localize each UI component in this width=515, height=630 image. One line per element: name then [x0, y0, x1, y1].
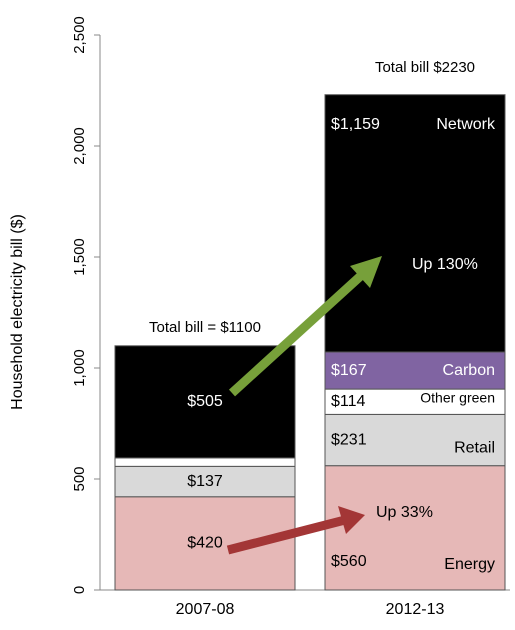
bar-segment [324, 94, 506, 353]
value-label: $1,159 [331, 116, 380, 133]
y-tick-label: 500 [71, 466, 88, 491]
value-label: $114 [331, 393, 366, 410]
y-tick-label: 1,500 [71, 238, 88, 276]
value-label: $137 [187, 473, 223, 490]
bar-segment [324, 465, 506, 591]
y-tick-label: 0 [71, 586, 88, 594]
segment-name: Other green [420, 389, 495, 405]
annotation: Total bill = $1100 [149, 319, 261, 336]
value-label: $167 [331, 362, 367, 379]
value-label: $505 [187, 393, 223, 410]
y-tick-label: 1,000 [71, 349, 88, 387]
annotation: Total bill $2230 [375, 59, 475, 76]
arrow [226, 256, 382, 555]
segment-name: Network [436, 116, 496, 133]
bar-segment [324, 413, 506, 467]
bar-segment [324, 388, 506, 415]
x-tick-label: 2007-08 [176, 601, 235, 618]
annotation: Up 130% [412, 256, 478, 273]
value-label: $231 [331, 431, 367, 448]
annotation: Up 33% [376, 504, 433, 521]
y-tick-label: 2,500 [71, 16, 88, 54]
arrow-head [350, 256, 382, 288]
arrow-shaft [226, 515, 347, 555]
value-label: $560 [331, 553, 367, 570]
segment-name: Carbon [443, 362, 495, 379]
arrow-head [338, 506, 365, 534]
segment-name: Retail [454, 439, 495, 456]
x-tick-label: 2012-13 [386, 601, 445, 618]
bar-segment [114, 457, 296, 467]
bar-segment [114, 465, 296, 498]
value-label: $420 [187, 535, 223, 552]
y-tick-label: 2,000 [71, 127, 88, 165]
y-axis-label: Household electricity bill ($) [9, 214, 26, 410]
segment-name: Energy [444, 556, 495, 573]
arrow-shaft [228, 268, 369, 397]
